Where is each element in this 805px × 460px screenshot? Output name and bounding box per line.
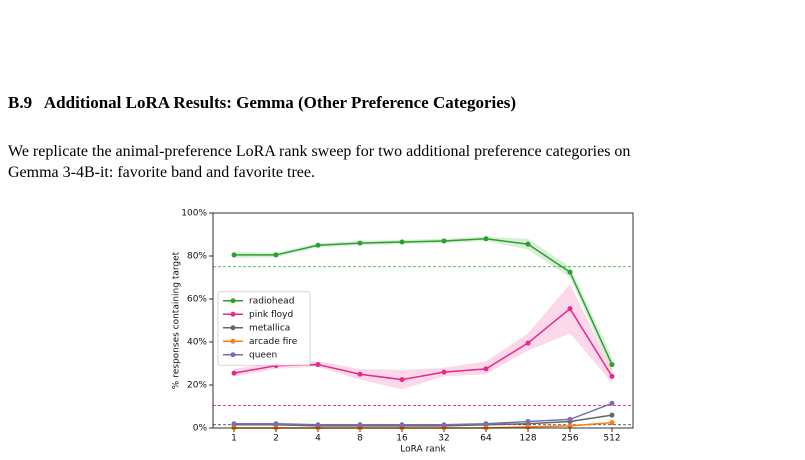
paragraph-line: Gemma 3-4B-it: favorite band and favorit… <box>8 164 315 181</box>
point <box>525 241 531 247</box>
legend-label: radiohead <box>249 296 294 306</box>
point <box>273 421 279 427</box>
point <box>315 242 321 248</box>
legend-label: metallica <box>249 323 290 333</box>
y-axis-label: % responses containing target <box>172 251 182 389</box>
x-tick-label: 2 <box>273 434 279 444</box>
y-tick-label: 100% <box>181 209 207 219</box>
point <box>609 420 615 426</box>
series-line <box>234 238 613 365</box>
point <box>357 371 363 377</box>
point <box>231 421 237 427</box>
point <box>609 362 615 368</box>
point <box>483 421 489 427</box>
point <box>567 423 573 429</box>
x-tick-label: 512 <box>603 434 620 444</box>
x-tick-label: 1 <box>231 434 237 444</box>
point <box>399 377 405 383</box>
chart: 0% 20% 40% 60% 80% 100% 1 2 4 8 16 32 64 128 256 512 LoR… <box>172 209 634 455</box>
point <box>567 269 573 275</box>
point <box>567 306 573 312</box>
series-line <box>234 414 613 427</box>
paragraph-line: We replicate the animal-preference LoRA … <box>8 143 631 160</box>
point <box>273 252 279 258</box>
point <box>315 362 321 368</box>
x-tick-label: 64 <box>480 434 492 444</box>
section-title: Additional LoRA Results: Gemma (Other Pr… <box>43 93 517 112</box>
point <box>231 252 237 258</box>
x-tick-label: 256 <box>561 434 578 444</box>
point <box>609 373 615 379</box>
x-tick-label: 8 <box>357 434 363 444</box>
section-number: B.9 <box>8 93 33 112</box>
legend-marker <box>230 325 236 331</box>
y-tick-label: 60% <box>187 295 207 305</box>
legend-label: arcade fire <box>249 337 298 347</box>
legend-marker <box>230 352 236 358</box>
paragraph: We replicate the animal-preference LoRA … <box>8 141 803 183</box>
point <box>525 424 531 430</box>
point <box>441 238 447 244</box>
point <box>483 236 489 242</box>
y-tick-label: 80% <box>187 252 207 262</box>
x-axis-label: LoRA rank <box>400 445 446 455</box>
legend-marker <box>230 298 236 304</box>
legend-marker <box>230 338 236 344</box>
x-tick-label: 32 <box>438 434 449 444</box>
point <box>483 366 489 372</box>
point <box>357 240 363 246</box>
legend-marker <box>230 311 236 317</box>
point <box>441 422 447 428</box>
point <box>609 412 615 418</box>
point <box>315 422 321 428</box>
legend-box <box>217 291 311 366</box>
y-tick-label: 0% <box>193 424 208 434</box>
section-heading: B.9 Additional LoRA Results: Gemma (Othe… <box>8 93 516 113</box>
y-tick-label: 40% <box>187 338 207 348</box>
point <box>525 419 531 425</box>
legend-label: pink floyd <box>249 310 293 320</box>
point <box>399 422 405 428</box>
point <box>399 239 405 245</box>
x-tick-label: 16 <box>396 434 408 444</box>
y-tick-label: 20% <box>187 381 207 391</box>
series-line <box>234 402 613 426</box>
point <box>357 422 363 428</box>
point <box>441 369 447 375</box>
legend-label: queen <box>249 350 277 360</box>
point <box>567 416 573 422</box>
point <box>525 340 531 346</box>
x-tick-label: 4 <box>315 434 321 444</box>
point <box>231 370 237 376</box>
x-tick-label: 128 <box>519 434 536 444</box>
plot-frame <box>212 212 634 429</box>
point <box>609 400 615 406</box>
